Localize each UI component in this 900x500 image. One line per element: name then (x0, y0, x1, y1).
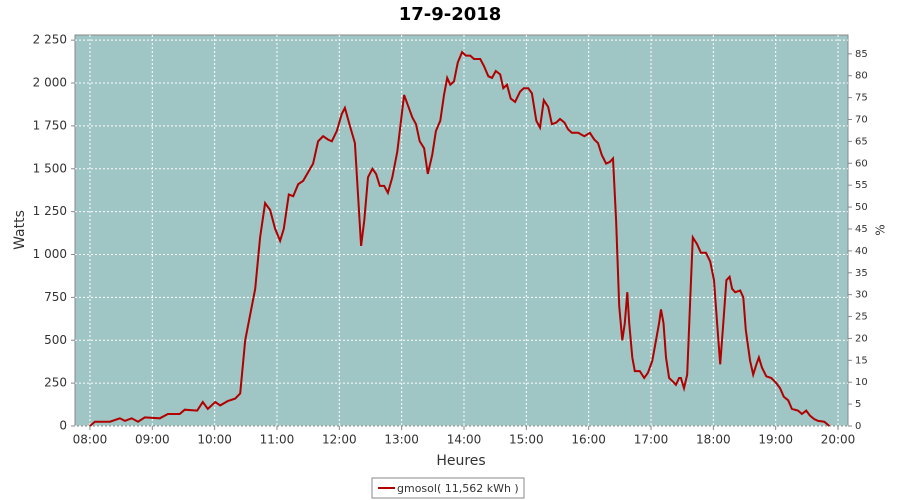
y-tick-label: 0 (59, 419, 67, 433)
y2-tick-label: 15 (855, 355, 868, 366)
x-tick-label: 12:00 (322, 433, 357, 447)
x-tick-label: 19:00 (758, 433, 793, 447)
y-tick-label: 1 250 (33, 204, 67, 218)
x-tick-label: 17:00 (634, 433, 669, 447)
y-tick-label: 2 250 (33, 33, 67, 47)
y2-tick-label: 45 (855, 224, 868, 235)
legend-label: gmosol( 11,562 kWh ) (397, 482, 519, 495)
y2-tick-label: 5 (855, 399, 861, 410)
legend (371, 477, 525, 499)
y2-tick-label: 30 (855, 290, 868, 301)
y-tick-label: 250 (44, 376, 67, 390)
y2-tick-label: 35 (855, 268, 868, 279)
y2-tick-label: 50 (855, 202, 868, 213)
y2-tick-label: 75 (855, 93, 868, 104)
y2-tick-label: 65 (855, 136, 868, 147)
y2-tick-label: 40 (855, 246, 868, 257)
x-tick-label: 09:00 (135, 433, 170, 447)
series-line (89, 50, 830, 427)
x-tick-label: 10:00 (197, 433, 232, 447)
x-tick-label: 16:00 (571, 433, 606, 447)
x-tick-label: 14:00 (447, 433, 482, 447)
y2-tick-label: 20 (855, 333, 868, 344)
x-tick-label: 08:00 (73, 433, 108, 447)
plot-area (74, 34, 849, 427)
x-axis-label: Heures (436, 453, 485, 469)
y-tick-label: 1 000 (33, 247, 67, 261)
chart-title: 17-9-2018 (399, 4, 502, 25)
x-tick-label: 11:00 (260, 433, 295, 447)
y2-tick-label: 60 (855, 158, 868, 169)
y-tick-label: 2 000 (33, 76, 67, 90)
y2-tick-label: 80 (855, 71, 868, 82)
x-tick-label: 18:00 (696, 433, 731, 447)
y-tick-label: 500 (44, 333, 67, 347)
y2-tick-label: 0 (855, 421, 861, 432)
y-tick-label: 1 500 (33, 161, 67, 175)
y2-tick-label: 25 (855, 312, 868, 323)
y-tick-label: 1 750 (33, 118, 67, 132)
y2-axis-label: % (874, 224, 888, 235)
y-axis-label: Watts (12, 210, 28, 250)
y2-tick-label: 85 (855, 49, 868, 60)
y-tick-label: 750 (44, 290, 67, 304)
legend-box (371, 477, 525, 499)
x-tick-label: 20:00 (821, 433, 856, 447)
x-tick-label: 15:00 (509, 433, 544, 447)
y2-tick-label: 10 (855, 377, 868, 388)
x-tick-label: 13:00 (384, 433, 419, 447)
y2-tick-label: 70 (855, 115, 868, 126)
y2-tick-label: 55 (855, 180, 868, 191)
